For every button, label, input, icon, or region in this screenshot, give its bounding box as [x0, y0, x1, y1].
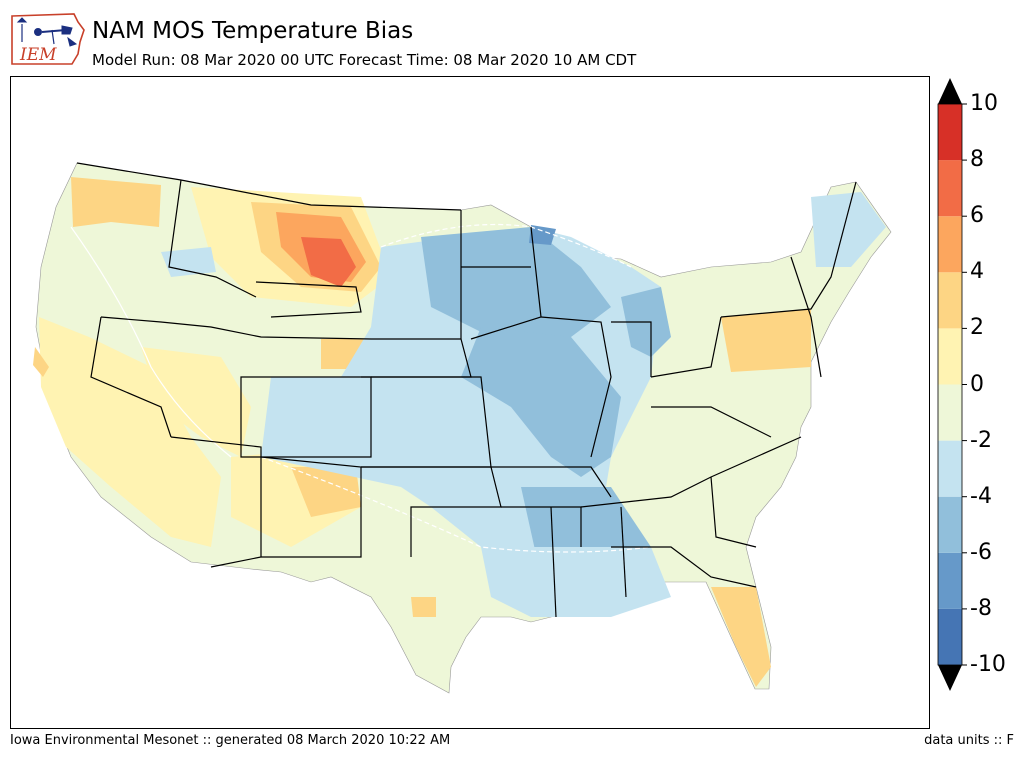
- colorbar-block: [938, 104, 962, 161]
- cool-region-upper-midwest: [421, 227, 611, 347]
- colorbar-block: [938, 608, 962, 665]
- map-panel: [10, 76, 930, 729]
- colorbar-tick-label: 2: [970, 315, 984, 341]
- warm-region-florida: [711, 587, 771, 687]
- warm-region-new-mexico: [291, 467, 361, 517]
- colorbar-tick-label: -10: [970, 652, 1006, 677]
- colorbar-block: [938, 496, 962, 553]
- colorbar-tick-label: 8: [970, 147, 984, 173]
- colorbar-tick-label: 0: [970, 371, 984, 397]
- colorbar-tick-label: -4: [970, 483, 992, 509]
- isoline-west: [70, 226, 232, 458]
- cool-region-mississippi-valley: [461, 327, 621, 477]
- colorbar-block: [938, 328, 962, 385]
- cool-region-great-lakes-spot: [529, 225, 556, 245]
- footer-credit: Iowa Environmental Mesonet :: generated …: [10, 733, 451, 748]
- cool-region-new-england: [811, 192, 886, 267]
- colorbar: [936, 76, 1024, 696]
- footer-units: data units :: F: [924, 733, 1014, 748]
- colorbar-ticks: [962, 103, 967, 666]
- colorbar-block: [938, 216, 962, 273]
- logo-text: IEM: [19, 45, 57, 65]
- colorbar-blocks: [937, 103, 963, 666]
- weather-instruments-icon: [16, 17, 78, 47]
- colorbar-block: [938, 440, 962, 497]
- colorbar-tick-label: 4: [970, 259, 984, 285]
- warm-region-great-basin: [141, 347, 251, 457]
- colorbar-block: [938, 272, 962, 329]
- colorbar-block: [938, 552, 962, 609]
- colorbar-svg: [937, 78, 967, 691]
- colorbar-tick-label: -8: [970, 595, 992, 621]
- colorbar-tick-label: 10: [970, 91, 998, 116]
- iem-logo: IEM: [8, 8, 88, 68]
- isoline-southern-plains: [260, 456, 652, 553]
- colorbar-tick-label: -6: [970, 539, 992, 565]
- isoline-northern-plains: [380, 223, 632, 268]
- chart-subtitle: Model Run: 08 Mar 2020 00 UTC Forecast T…: [92, 51, 637, 69]
- colorbar-over-triangle: [938, 78, 962, 104]
- colorbar-tick-label: -2: [970, 427, 992, 453]
- state-boundaries: [76, 162, 857, 618]
- cool-region-gulf-coast: [481, 547, 671, 617]
- colorbar-under-triangle: [938, 665, 962, 691]
- hot-spot-montana: [301, 237, 356, 287]
- chart-title: NAM MOS Temperature Bias: [92, 18, 414, 44]
- warm-region-pennsylvania: [721, 309, 811, 372]
- warm-region-northwest: [71, 177, 161, 227]
- cool-region-idaho: [161, 247, 216, 277]
- colorbar-block: [938, 160, 962, 217]
- warm-region-texas-spot: [411, 597, 436, 617]
- warm-region-west-coast: [39, 317, 221, 547]
- colorbar-tick-label: 6: [970, 203, 984, 229]
- warm-region-california: [33, 347, 49, 377]
- bias-map: [33, 162, 892, 694]
- colorbar-block: [938, 384, 962, 441]
